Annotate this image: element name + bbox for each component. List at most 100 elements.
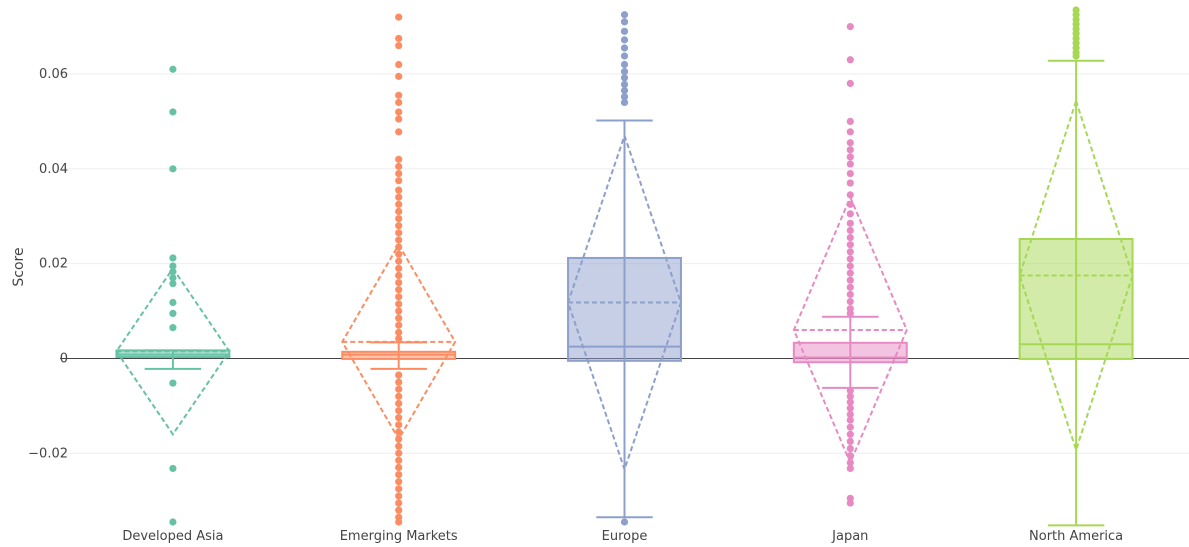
outlier-point xyxy=(395,463,403,472)
outlier-point xyxy=(395,414,403,422)
outlier-point xyxy=(395,392,403,400)
outlier-point xyxy=(846,128,854,136)
outlier-point xyxy=(846,398,854,406)
outlier-point xyxy=(846,179,854,187)
outlier-point xyxy=(169,324,177,332)
outlier-point xyxy=(395,492,403,500)
outlier-point xyxy=(169,108,177,116)
outlier-point xyxy=(846,200,854,208)
sd-diamond xyxy=(115,266,231,437)
outlier-point xyxy=(620,18,629,26)
y-tick-label: 0.02 xyxy=(39,257,68,272)
sd-diamond xyxy=(566,132,683,473)
outlier-point xyxy=(395,98,403,107)
y-tick-label: −0.02 xyxy=(28,446,68,461)
outlier-point xyxy=(395,314,403,322)
outlier-point xyxy=(395,278,403,287)
outlier-point xyxy=(169,518,177,526)
outlier-point xyxy=(169,254,177,262)
outlier-point xyxy=(395,456,403,464)
box-series-north-america xyxy=(1018,6,1134,527)
outlier-point xyxy=(846,146,854,154)
outlier-point xyxy=(846,437,854,446)
plot-area xyxy=(115,6,1134,527)
outlier-point xyxy=(846,233,854,242)
outlier-point xyxy=(395,214,403,223)
outlier-point xyxy=(395,371,403,379)
outlier-point xyxy=(395,13,403,21)
outlier-point xyxy=(1072,52,1080,60)
outlier-point xyxy=(395,177,403,185)
outlier-point xyxy=(395,200,403,208)
outlier-point xyxy=(846,22,854,31)
outlier-point xyxy=(846,248,854,256)
outlier-point xyxy=(395,385,403,393)
outlier-point xyxy=(620,52,629,60)
outlier-point xyxy=(395,264,403,272)
outlier-point xyxy=(846,459,854,467)
outlier-point xyxy=(395,307,403,315)
outlier-point xyxy=(846,56,854,64)
outlier-point xyxy=(846,210,854,218)
box xyxy=(792,341,908,364)
outlier-point xyxy=(846,404,854,412)
outlier-point xyxy=(395,60,403,69)
outlier-point xyxy=(846,226,854,235)
y-tick-label: 0 xyxy=(60,351,68,366)
outlier-point xyxy=(395,186,403,194)
outlier-point xyxy=(846,410,854,418)
outlier-point xyxy=(620,86,629,95)
outlier-point xyxy=(395,41,403,50)
outlier-point xyxy=(395,470,403,479)
x-tick-label: Emerging Markets xyxy=(340,529,458,544)
outlier-point xyxy=(169,464,177,473)
outlier-point xyxy=(395,271,403,280)
outlier-point xyxy=(169,309,177,318)
outlier-point xyxy=(620,518,629,526)
outlier-point xyxy=(846,160,854,168)
outlier-point xyxy=(846,219,854,227)
outlier-point xyxy=(620,44,629,52)
outlier-point xyxy=(395,250,403,258)
outlier-point xyxy=(620,80,629,89)
box xyxy=(567,256,682,362)
outlier-point xyxy=(620,74,629,82)
outlier-point xyxy=(395,485,403,493)
outlier-point xyxy=(169,298,177,307)
outlier-point xyxy=(395,222,403,230)
outlier-point xyxy=(169,65,177,73)
y-tick-label: 0.04 xyxy=(39,162,68,177)
outlier-point xyxy=(846,276,854,284)
outlier-point xyxy=(395,334,403,343)
outlier-point xyxy=(395,293,403,301)
outlier-point xyxy=(395,257,403,265)
outlier-point xyxy=(846,499,854,507)
outlier-point xyxy=(395,518,403,526)
outlier-point xyxy=(846,79,854,88)
outlier-point xyxy=(846,387,854,395)
sd-diamond xyxy=(1018,97,1134,454)
outlier-point xyxy=(846,255,854,263)
outlier-point xyxy=(395,442,403,450)
outlier-point xyxy=(169,268,177,276)
outlier-point xyxy=(395,506,403,514)
outlier-point xyxy=(395,300,403,308)
outlier-point xyxy=(846,191,854,199)
outlier-point xyxy=(395,207,403,216)
x-tick-label: Europe xyxy=(602,529,648,544)
outlier-point xyxy=(169,279,177,288)
box-series-developed-asia xyxy=(115,65,231,526)
outlier-point xyxy=(620,60,629,69)
outlier-point xyxy=(395,321,403,329)
outlier-point xyxy=(846,269,854,277)
outlier-point xyxy=(395,378,403,386)
box-series-japan xyxy=(792,22,908,507)
outlier-point xyxy=(846,452,854,460)
outlier-point xyxy=(395,399,403,408)
y-tick-label: 0.06 xyxy=(39,67,68,82)
outlier-point xyxy=(395,435,403,443)
outlier-point xyxy=(846,153,854,161)
outlier-point xyxy=(395,449,403,457)
outlier-point xyxy=(846,290,854,299)
